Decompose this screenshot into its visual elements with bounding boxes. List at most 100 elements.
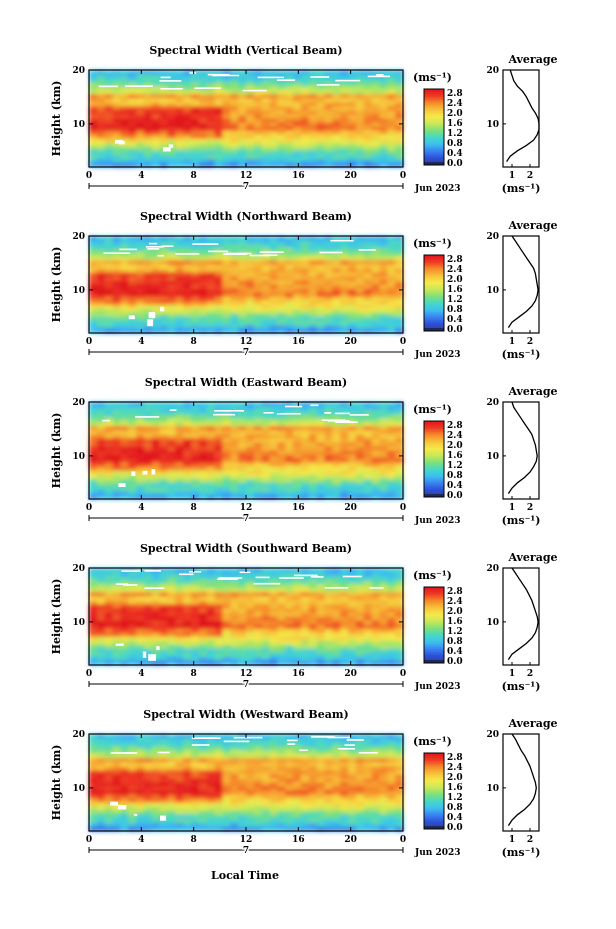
heatmap-cell xyxy=(112,648,121,654)
heatmap-cell xyxy=(112,74,121,79)
heatmap-cell xyxy=(293,652,302,658)
heatmap-cell xyxy=(355,402,365,407)
heatmap-cell xyxy=(348,296,357,302)
heatmap-cell xyxy=(253,624,263,630)
heatmap-cell xyxy=(198,458,208,464)
heatmap-cell xyxy=(340,624,349,630)
heatmap-cell xyxy=(253,580,263,585)
heatmap-cell xyxy=(371,426,381,431)
heatmap-cell xyxy=(285,462,294,468)
heatmap-cell xyxy=(324,308,333,314)
heatmap-cell xyxy=(191,98,200,103)
heatmap-cell xyxy=(300,616,310,622)
heatmap-cell xyxy=(253,410,263,415)
heatmap-cell xyxy=(324,454,333,460)
heatmap-cell xyxy=(324,304,333,310)
data-gaps xyxy=(102,404,369,487)
colorbar-cell xyxy=(424,318,444,321)
heatmap-cell xyxy=(395,406,404,411)
heatmap-cell xyxy=(379,422,388,427)
heatmap-cell xyxy=(293,74,302,79)
heatmap-cell xyxy=(151,458,161,464)
heatmap-cell xyxy=(261,620,271,626)
heatmap-cell xyxy=(96,738,106,743)
heatmap-cell xyxy=(183,324,192,330)
heatmap-cell xyxy=(371,438,381,444)
heatmap-cell xyxy=(214,620,224,626)
heatmap-cell xyxy=(324,296,333,302)
heatmap-cell xyxy=(143,150,153,156)
heatmap-cell xyxy=(143,434,153,439)
heatmap-cell xyxy=(167,82,176,87)
heatmap-cell xyxy=(355,162,365,168)
heatmap-cell xyxy=(348,130,357,136)
heatmap-cell xyxy=(261,406,271,411)
x-tick-label: 0 xyxy=(400,669,406,679)
heatmap-cell xyxy=(308,568,318,573)
heatmap-cell xyxy=(143,458,153,464)
heatmap-cell xyxy=(253,94,263,99)
heatmap-cell xyxy=(387,474,396,480)
heatmap-cell xyxy=(387,110,396,116)
heatmap-cell xyxy=(340,70,349,75)
heatmap-cell xyxy=(379,276,388,282)
heatmap-cell xyxy=(277,276,286,282)
heatmap-cell xyxy=(151,494,161,500)
heatmap-cell xyxy=(112,632,121,638)
heatmap-cell xyxy=(120,70,129,75)
data-gap xyxy=(294,574,318,577)
heatmap-cell xyxy=(128,620,137,626)
heatmap-cell xyxy=(151,410,161,415)
heatmap-cell xyxy=(167,584,176,589)
profile-line xyxy=(507,401,538,494)
heatmap-cell xyxy=(348,430,357,435)
heatmap-cell xyxy=(363,474,373,480)
heatmap-cell xyxy=(198,276,208,282)
heatmap-cell xyxy=(371,766,381,771)
heatmap-cell xyxy=(293,790,302,796)
heatmap-cell xyxy=(316,762,326,767)
heatmap-cell xyxy=(136,106,145,112)
heatmap-cell xyxy=(285,422,294,427)
heatmap-cell xyxy=(285,260,294,265)
heatmap-cell xyxy=(230,628,239,634)
heatmap-cell xyxy=(198,656,208,662)
heatmap-cell xyxy=(324,142,333,148)
x-tick-label: 8 xyxy=(191,669,197,679)
heatmap-cell xyxy=(253,102,263,107)
heatmap-cell xyxy=(269,158,278,164)
heatmap-cell xyxy=(261,624,271,630)
heatmap-cell xyxy=(300,640,310,646)
profile-y-tick-label: 10 xyxy=(486,452,499,462)
heatmap-cell xyxy=(198,624,208,630)
heatmap-cell xyxy=(277,442,286,448)
heatmap-cell xyxy=(363,236,373,241)
heatmap-cell xyxy=(363,616,373,622)
colorbar-cell xyxy=(424,285,444,288)
heatmap-cell xyxy=(143,122,153,128)
colorbar-cell xyxy=(424,648,444,651)
heatmap-cell xyxy=(151,652,161,658)
heatmap-cell xyxy=(379,248,388,253)
heatmap-cell xyxy=(230,328,239,334)
heatmap-cell xyxy=(112,636,121,642)
heatmap-cell xyxy=(253,600,263,605)
heatmap-cell xyxy=(285,94,294,99)
heatmap-cell xyxy=(395,126,404,132)
heatmap-cell xyxy=(136,600,145,605)
heatmap-cell xyxy=(128,624,137,630)
heatmap-cell xyxy=(246,446,255,452)
heatmap-cell xyxy=(300,596,310,601)
heatmap-cell xyxy=(128,766,137,771)
heatmap-cell xyxy=(230,734,239,739)
heatmap-cell xyxy=(332,588,341,593)
heatmap-cell xyxy=(379,636,388,642)
heatmap-cell xyxy=(395,604,404,610)
heatmap-cell xyxy=(112,438,121,444)
heatmap-cell xyxy=(355,320,365,326)
heatmap-cell xyxy=(277,114,286,120)
heatmap-cell xyxy=(355,430,365,435)
heatmap-cell xyxy=(151,158,161,164)
heatmap-cell xyxy=(183,138,192,144)
heatmap-cell xyxy=(293,454,302,460)
